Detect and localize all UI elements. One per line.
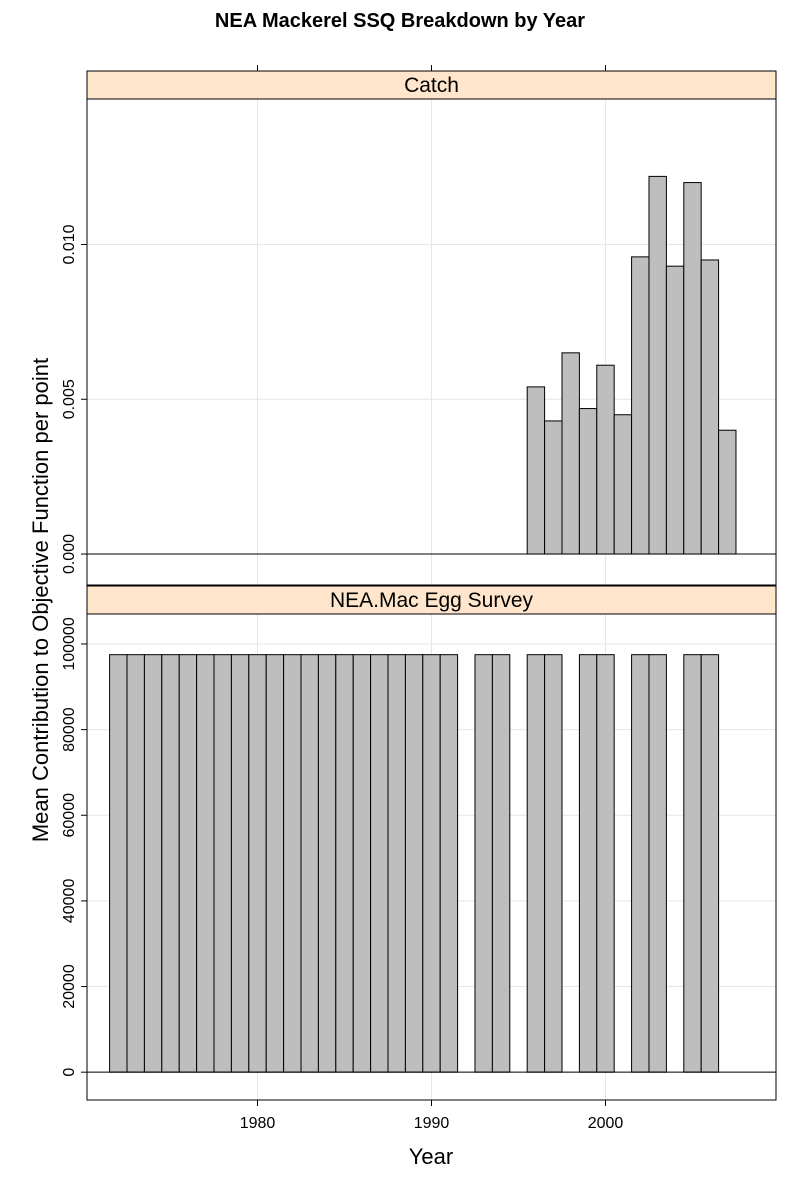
bar-nea-mac-egg-survey: [648, 654, 667, 1073]
bar-catch: [544, 420, 563, 555]
bar-catch: [683, 182, 702, 555]
bar-nea-mac-egg-survey: [300, 654, 319, 1073]
bar-catch: [700, 259, 720, 555]
bar-nea-mac-egg-survey: [213, 654, 232, 1073]
y-tick-label: 20000: [61, 964, 78, 1009]
bar-nea-mac-egg-survey: [422, 654, 441, 1073]
y-axis-title: Mean Contribution to Objective Function …: [28, 358, 53, 842]
x-axis-title: Year: [409, 1144, 453, 1169]
bar-nea-mac-egg-survey: [474, 654, 493, 1073]
bar-catch: [631, 256, 650, 555]
bar-catch: [578, 408, 598, 555]
x-tick-label: 2000: [588, 1115, 624, 1132]
bar-catch: [665, 265, 685, 555]
y-tick-label: 100000: [61, 617, 78, 670]
bar-nea-mac-egg-survey: [352, 654, 372, 1073]
bar-nea-mac-egg-survey: [631, 654, 650, 1073]
strip-label: NEA.Mac Egg Survey: [330, 589, 534, 612]
bar-nea-mac-egg-survey: [265, 654, 285, 1073]
bar-nea-mac-egg-survey: [683, 654, 702, 1073]
x-tick-label: 1980: [240, 1115, 276, 1132]
bar-nea-mac-egg-survey: [161, 654, 180, 1073]
bar-nea-mac-egg-survey: [544, 654, 563, 1073]
y-tick-label: 0.000: [61, 534, 78, 574]
bar-nea-mac-egg-survey: [700, 654, 720, 1073]
bar-nea-mac-egg-survey: [370, 654, 389, 1073]
panel-0: 0.000 0.005 0.010 Catch: [61, 70, 777, 586]
bar-nea-mac-egg-survey: [335, 654, 354, 1073]
bar-nea-mac-egg-survey: [317, 654, 337, 1073]
bar-catch: [648, 175, 667, 555]
chart-title: NEA Mackerel SSQ Breakdown by Year: [215, 10, 585, 32]
bar-nea-mac-egg-survey: [387, 654, 406, 1073]
bar-nea-mac-egg-survey: [283, 654, 302, 1073]
bar-nea-mac-egg-survey: [526, 654, 546, 1073]
y-tick-label: 40000: [61, 879, 78, 924]
bar-catch: [718, 429, 737, 555]
bar-nea-mac-egg-survey: [439, 654, 459, 1073]
y-tick-label: 0.005: [61, 379, 78, 419]
strip-background: [86, 585, 777, 615]
bar-catch: [596, 364, 615, 555]
y-tick-label: 60000: [61, 793, 78, 838]
strip-background: [86, 70, 777, 100]
bar-nea-mac-egg-survey: [404, 654, 424, 1073]
panel-1: 0 20000 40000 60000 80000 100000 NEA.Mac Egg S…: [61, 585, 777, 1101]
bar-nea-mac-egg-survey: [230, 654, 250, 1073]
strip-label: Catch: [404, 74, 459, 97]
bar-nea-mac-egg-survey: [491, 654, 511, 1073]
bar-nea-mac-egg-survey: [578, 654, 598, 1073]
panels-group: 0.000 0.005 0.010 Catch 0 20000 40000 60000 8000…: [61, 65, 777, 1132]
bar-nea-mac-egg-survey: [596, 654, 615, 1073]
y-tick-label: 0: [61, 1068, 78, 1077]
bar-catch: [526, 386, 546, 555]
bar-catch: [613, 414, 633, 555]
bar-nea-mac-egg-survey: [109, 654, 128, 1073]
bar-nea-mac-egg-survey: [126, 654, 145, 1073]
bar-nea-mac-egg-survey: [248, 654, 267, 1073]
bar-nea-mac-egg-survey: [178, 654, 198, 1073]
x-tick-label: 1990: [414, 1115, 450, 1132]
bar-nea-mac-egg-survey: [143, 654, 163, 1073]
y-tick-label: 80000: [61, 707, 78, 752]
bar-catch: [561, 352, 580, 555]
bar-nea-mac-egg-survey: [196, 654, 215, 1073]
y-tick-label: 0.010: [61, 224, 78, 264]
